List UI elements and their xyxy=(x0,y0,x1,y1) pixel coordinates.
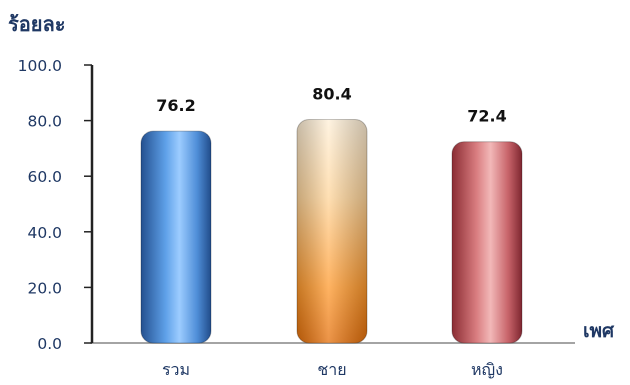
x-tick-label-1: รวม xyxy=(162,360,190,379)
x-tick-label-2: ชาย xyxy=(317,360,346,379)
bar-2-shading xyxy=(297,119,367,343)
y-tick-label: 100.0 xyxy=(18,57,62,75)
x-axis-title: เพศ xyxy=(583,320,615,342)
bar-3 xyxy=(451,141,523,344)
y-tick-label: 80.0 xyxy=(27,113,62,131)
x-tick-label-3: หญิง xyxy=(471,360,503,379)
data-label-2: 80.4 xyxy=(312,84,351,103)
data-label-1: 76.2 xyxy=(156,96,195,115)
data-label-3: 72.4 xyxy=(467,107,506,126)
y-tick-label: 20.0 xyxy=(27,279,62,297)
y-tick-label: 0.0 xyxy=(37,335,62,353)
y-tick-label: 40.0 xyxy=(27,224,62,242)
y-tick-label: 60.0 xyxy=(27,168,62,186)
bar-1 xyxy=(140,130,212,344)
y-axis-title: ร้อยละ xyxy=(8,12,66,36)
